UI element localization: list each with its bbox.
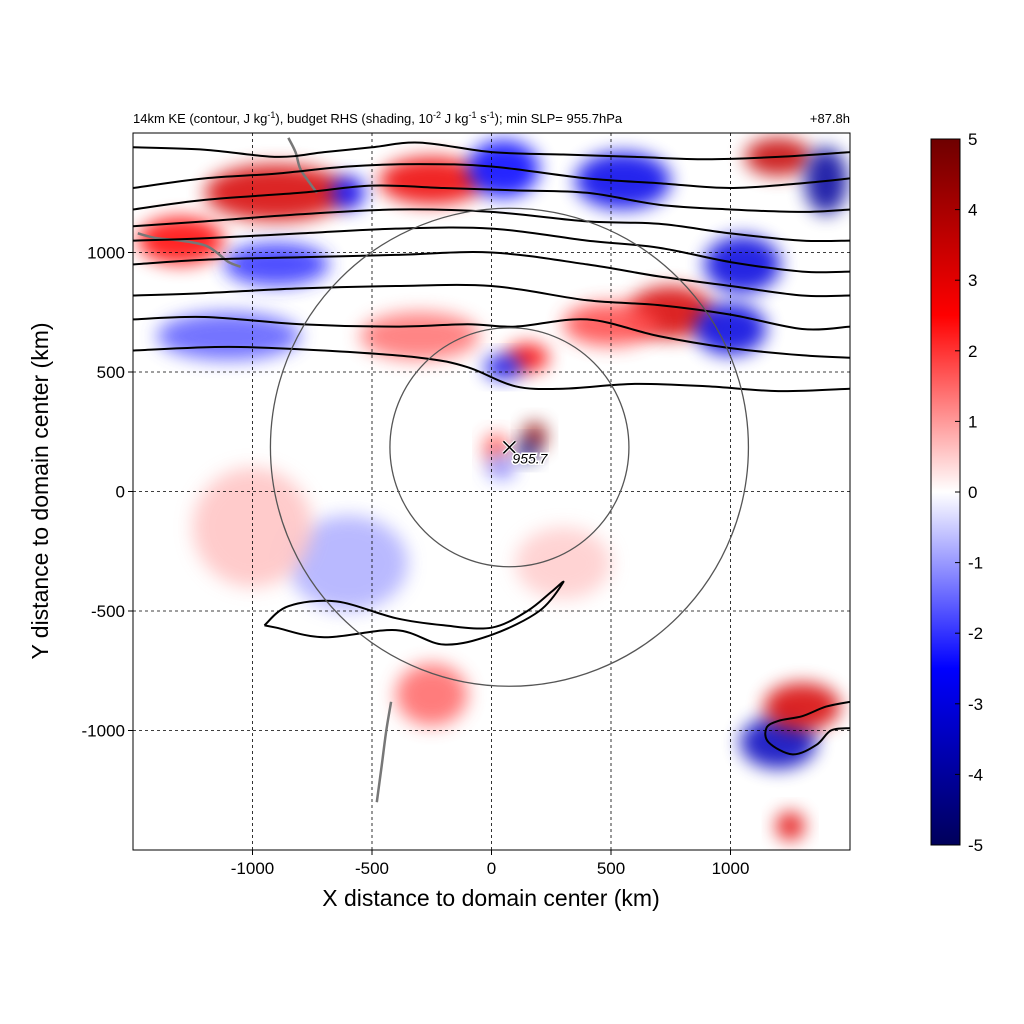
shading-feature (360, 312, 480, 361)
colorbar: -5 -4 -3 -2 -1 0 1 2 3 4 5 (930, 130, 983, 855)
y-tick-label: 500 (97, 363, 125, 382)
lead-time: +87.8h (810, 111, 850, 126)
colorbar-tick-label: -5 (968, 836, 983, 855)
ke-contour (263, 580, 565, 646)
shading-feature (156, 312, 301, 361)
ke-contour (133, 208, 850, 243)
x-axis: -1000 -500 0 500 1000 (231, 850, 750, 878)
shading-feature (484, 434, 509, 463)
ke-contour (764, 700, 850, 756)
shading-feature (204, 164, 349, 222)
storm-center-x (502, 440, 517, 455)
ke-contour (133, 163, 850, 190)
ke-contour (133, 141, 850, 161)
ke-contour (133, 226, 850, 274)
shading-feature (694, 302, 767, 356)
title-part: ); min SLP= 955.7hPa (495, 111, 623, 126)
y-tick-label: -1000 (82, 722, 125, 741)
title-part: -1 (468, 110, 476, 120)
title-part: ), budget RHS (shading, 10 (275, 111, 433, 126)
title-part: J kg (441, 111, 468, 126)
ke-contour (133, 283, 850, 331)
colorbar-tick-label: 0 (968, 483, 977, 502)
colorbar-ticks: -5 -4 -3 -2 -1 0 1 2 3 4 5 (955, 130, 983, 855)
y-axis-title: Y distance to domain center (km) (27, 322, 53, 659)
shading-feature (484, 355, 523, 380)
range-circles (269, 207, 750, 687)
coastline (137, 137, 393, 803)
coastline-segment (287, 137, 318, 194)
colorbar-tick-label: -3 (968, 695, 983, 714)
shading-feature (223, 242, 329, 286)
shading-feature (515, 527, 611, 600)
title-part: -1 (487, 110, 495, 120)
plot-area: 955.7 (132, 132, 851, 851)
colorbar-tick-label: 4 (968, 201, 977, 220)
colorbar-tick-label: 1 (968, 412, 977, 431)
ke-contour (133, 251, 850, 298)
title-part: -2 (433, 110, 441, 120)
range-circle (269, 207, 750, 687)
chart-title: 14km KE (contour, J kg-1), budget RHS (s… (133, 110, 623, 126)
shading-feature (379, 156, 485, 205)
x-tick-label: -500 (355, 859, 389, 878)
ke-contours (133, 141, 850, 756)
y-tick-label: -500 (91, 602, 125, 621)
storm-center-label: 955.7 (512, 450, 548, 466)
y-tick-label: 0 (116, 483, 125, 502)
shading-feature (331, 176, 365, 210)
shading-feature (486, 455, 516, 480)
x-tick-label: -1000 (231, 859, 274, 878)
shading-feature (516, 440, 539, 462)
x-axis-title: X distance to domain center (km) (322, 885, 659, 911)
colorbar-tick-label: 5 (968, 130, 977, 149)
x-tick-label: 1000 (712, 859, 750, 878)
ke-contour (133, 345, 850, 393)
title-part: 14km KE (contour, J kg (133, 111, 267, 126)
colorbar-tick-label: -1 (968, 554, 983, 573)
ke-contour (133, 184, 850, 213)
shading-feature (192, 467, 313, 588)
colorbar-tick-label: 3 (968, 271, 977, 290)
coastline-segment (375, 701, 393, 803)
y-tick-label: 1000 (87, 244, 125, 263)
ke-contour (133, 315, 850, 359)
colorbar-tick-label: 2 (968, 342, 977, 361)
shading-feature (288, 515, 408, 611)
storm-center-marker: 955.7 (502, 440, 550, 468)
x-tick-label: 500 (597, 859, 625, 878)
colorbar-tick-label: -4 (968, 765, 983, 784)
colorbar-tick-label: -2 (968, 624, 983, 643)
y-axis: -1000 -500 0 500 1000 (82, 244, 133, 741)
title-part: -1 (267, 110, 275, 120)
title-part: s (476, 111, 487, 126)
range-circle (389, 327, 630, 568)
shading-feature (763, 682, 841, 731)
coastline-segment (137, 232, 242, 268)
shading-feature (775, 811, 805, 841)
x-tick-label: 0 (487, 859, 496, 878)
